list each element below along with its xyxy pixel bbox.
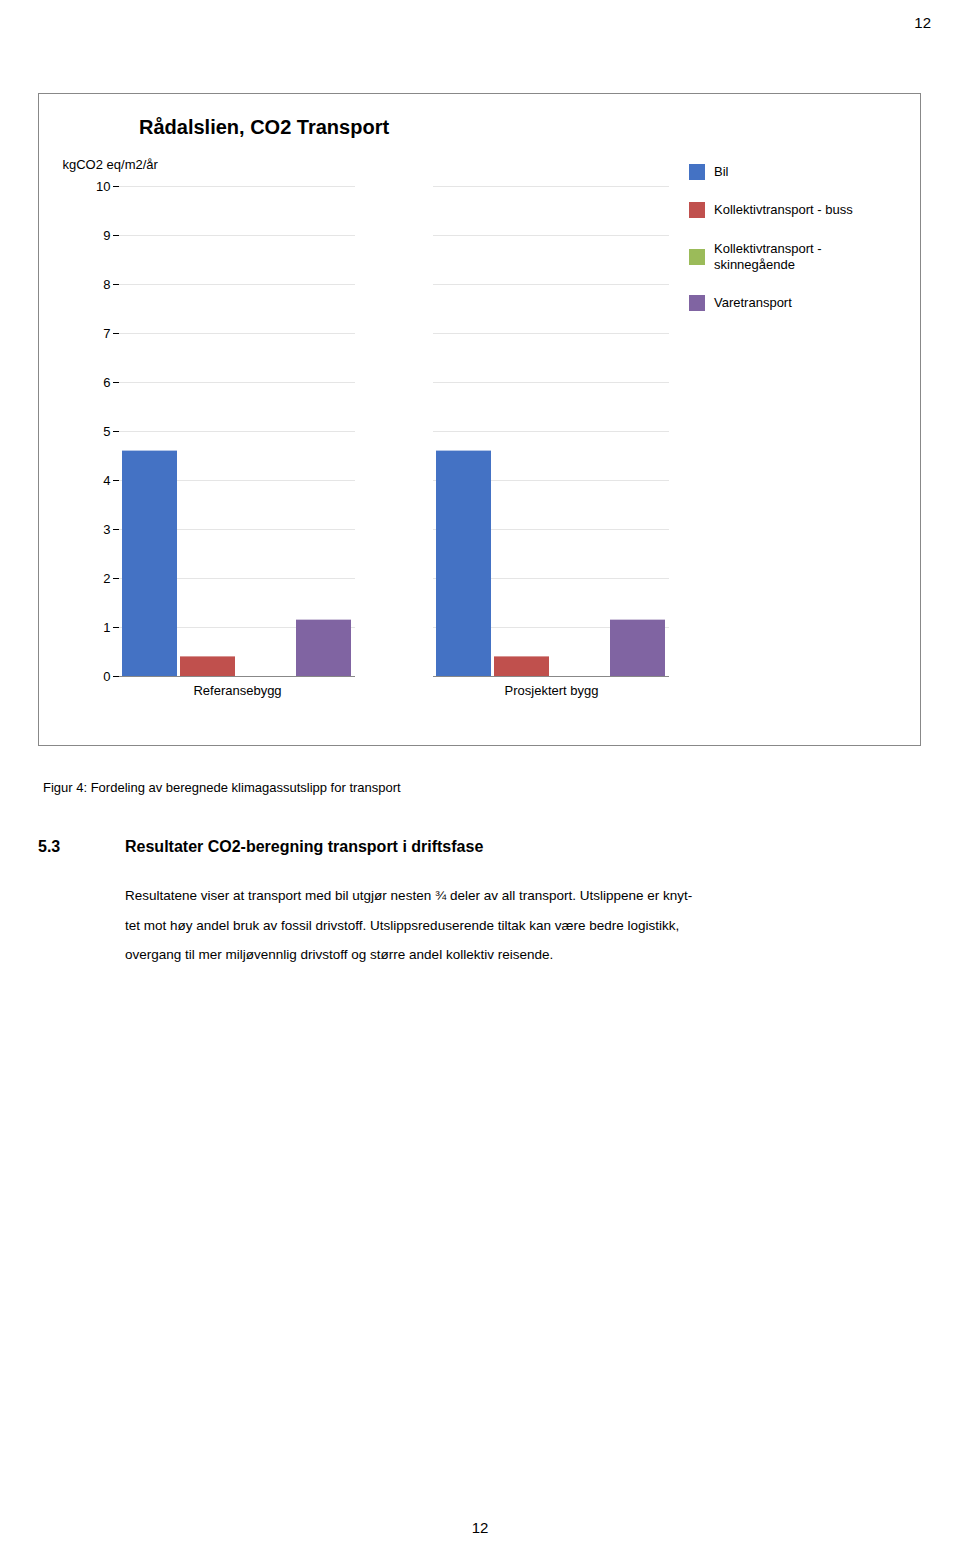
html-text:Resultater CO2-beregning trans: Resultater CO2-beregning transport i dri… (125, 838, 484, 855)
html-text:12: 12 (471, 1519, 489, 1536)
html-text:Rådalslien, CO2 Transport: Rådalslien, CO2 Transport (139, 116, 390, 138)
svg-text:1: 1 (103, 620, 110, 635)
html-text:Kollektivtransport - buss: Kollektivtransport - buss (714, 202, 853, 218)
html-text:Varetransport: Varetransport (714, 295, 792, 310)
html-text:12: 12 (914, 14, 931, 31)
svg-text:9: 9 (103, 228, 110, 243)
html-text:overgang til mer miljøvennlig: overgang til mer miljøvennlig drivstoff … (125, 947, 554, 962)
svg-text:6: 6 (103, 375, 110, 390)
html-text:Kollektivtransport - skinnegåe: Kollektivtransport - skinnegående (714, 240, 822, 272)
html-text:Resultatene viser at transport: Resultatene viser at transport med bil u… (125, 888, 693, 903)
svg-text:10: 10 (96, 179, 110, 194)
svg-text:4: 4 (103, 473, 110, 488)
svg-text:5: 5 (103, 424, 110, 439)
svg-text:2: 2 (103, 571, 110, 586)
svg-text:3: 3 (103, 522, 110, 537)
html-text:Figur 4: Fordeling av beregned: Figur 4: Fordeling av beregnede klimagas… (43, 780, 401, 795)
svg-text:8: 8 (103, 277, 110, 292)
svg-text:7: 7 (103, 326, 110, 341)
svg-text:0: 0 (103, 669, 110, 684)
html-text:tet mot høy andel bruk av foss: tet mot høy andel bruk av fossil drivsto… (125, 917, 680, 933)
svg-text:kgCO2 eq/m2/år: kgCO2 eq/m2/år (63, 157, 159, 172)
svg-text:Prosjektert bygg: Prosjektert bygg (505, 683, 599, 698)
html-text:5.3: 5.3 (38, 838, 61, 855)
html-text:Bil: Bil (714, 164, 729, 179)
svg-text:Referansebygg: Referansebygg (193, 683, 281, 698)
